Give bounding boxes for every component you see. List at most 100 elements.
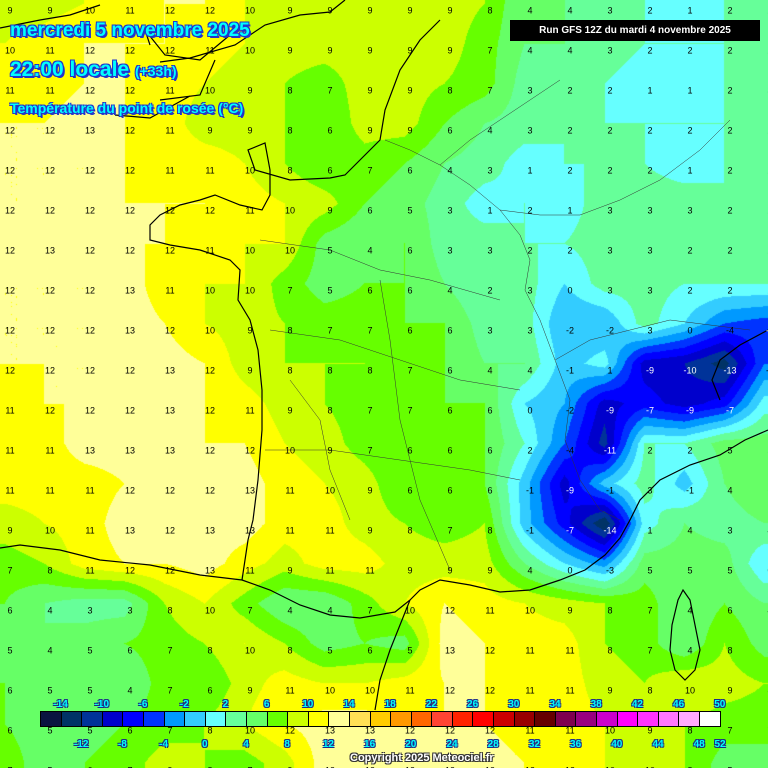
grid-value: 2 [687,45,693,56]
grid-value: 1 [687,85,693,96]
grid-value: 12 [444,685,456,696]
grid-value: 4 [327,605,333,616]
grid-value: 13 [325,766,335,768]
grid-value: 12 [164,565,176,576]
grid-value: 11 [285,525,295,536]
grid-value: 9 [7,5,13,16]
grid-value: 2 [647,45,653,56]
grid-value: 8 [207,725,213,736]
grid-value: 13 [124,285,136,296]
grid-value: 1 [607,365,613,376]
grid-value: 13 [124,325,136,336]
grid-value: 2 [687,285,693,296]
grid-value: 12 [204,205,216,216]
grid-value: 12 [164,525,176,536]
grid-value: 11 [205,245,215,256]
grid-value: 6 [7,725,13,736]
grid-value: 12 [525,766,535,768]
grid-value: 11 [45,45,55,56]
legend-label-bottom: 24 [446,739,458,750]
grid-value: 9 [327,445,333,456]
grid-value: 12 [244,445,256,456]
grid-value: 9 [247,365,253,376]
spain-north-coast [0,544,243,581]
grid-value: 4 [527,45,533,56]
grid-value: 5 [327,645,333,656]
grid-value: 12 [84,405,96,416]
grid-value: 12 [124,405,136,416]
grid-value: 0 [687,325,693,336]
legend-swatch [597,712,618,726]
grid-value: 11 [5,485,15,496]
grid-value: 4 [687,525,693,536]
forecast-offset: (+33h) [134,63,177,79]
grid-value: 12 [124,125,136,136]
grid-value: 2 [567,165,573,176]
grid-value: 3 [607,5,613,16]
grid-value: 13 [485,766,495,768]
legend-label-top: -14 [53,699,68,710]
grid-value: 2 [647,165,653,176]
grid-value: 12 [204,5,216,16]
grid-value: 12 [84,205,96,216]
grid-value: 12 [124,565,136,576]
copyright: Copyright 2025 Meteociel.fr [350,752,494,764]
grid-value: 13 [44,245,56,256]
grid-value: 11 [165,285,175,296]
grid-value: 9 [367,85,373,96]
legend-swatch [555,712,577,726]
grid-value: 8 [207,766,212,768]
grid-value: 9 [167,766,172,768]
grid-value: 7 [287,285,293,296]
grid-value: 6 [407,485,413,496]
legend-label-bottom: 48 [693,739,705,750]
legend-swatch [267,712,289,726]
grid-value: 2 [727,5,733,16]
grid-value: 6 [207,685,213,696]
grid-value: 9 [367,45,373,56]
grid-value: 3 [647,325,653,336]
grid-value: -5 [766,326,768,336]
grid-value: -1 [685,485,695,496]
grid-value: 8 [727,645,733,656]
grid-value: 4 [527,365,533,376]
grid-value: 3 [647,285,653,296]
grid-value: 5 [87,725,93,736]
grid-value: 8 [327,405,333,416]
legend-label-bottom: 4 [243,739,249,750]
grid-value: 11 [45,445,55,456]
grid-value: 11 [165,85,175,96]
grid-value: 0 [567,565,573,576]
grid-value: 11 [365,565,375,576]
grid-value: 5 [327,285,333,296]
grid-value: 12 [565,766,575,768]
grid-value: 9 [607,685,613,696]
grid-value: 6 [127,725,133,736]
grid-value: 13 [444,645,456,656]
grid-value: 9 [647,725,653,736]
grid-value: 12 [484,645,496,656]
legend-label-top: 14 [343,699,355,710]
grid-value: 11 [325,525,335,536]
grid-value: 5 [687,565,693,576]
grid-value: 2 [687,125,693,136]
grid-value: 8 [487,5,493,16]
grid-value: 10 [244,645,256,656]
grid-value: 1 [647,525,653,536]
grid-value: -7 [725,405,735,416]
grid-value: 4 [727,485,733,496]
grid-value: 11 [485,605,495,616]
grid-value: 9 [287,5,293,16]
legend-swatch [452,712,474,726]
grid-value: 13 [405,766,415,768]
grid-value: 6 [7,605,13,616]
grid-value: 13 [244,525,256,536]
grid-value: 6 [487,485,493,496]
grid-value: 2 [607,125,613,136]
grid-value: 12 [444,605,456,616]
grid-value: 7 [7,565,13,576]
grid-value: 12 [124,85,136,96]
grid-value: 10 [244,725,256,736]
grid-value: 10 [284,245,296,256]
grid-value: 11 [205,165,215,176]
